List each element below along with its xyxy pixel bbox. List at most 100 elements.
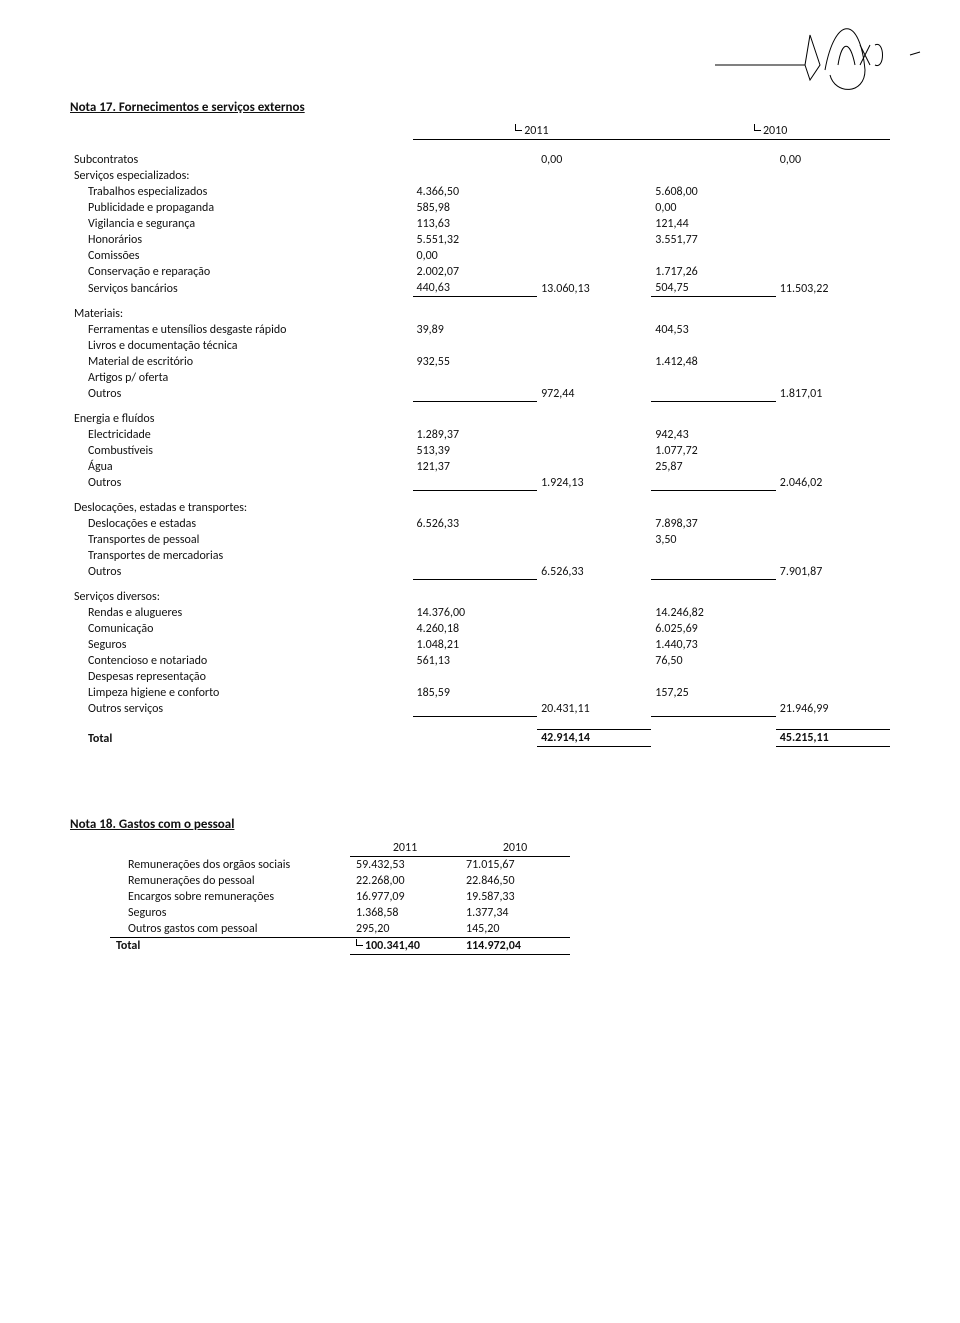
row-label: Honorários [70, 232, 413, 248]
table-row: Água121,3725,87 [70, 459, 890, 475]
table-row: Rendas e alugueres14.376,00 14.246,82 [70, 605, 890, 621]
cell-value: 59.432,53 [350, 857, 460, 874]
section-header-row: Energia e fluídos [70, 402, 890, 427]
section-header-row: Serviços especializados: [70, 168, 890, 184]
row-label: Comunicação [70, 621, 413, 637]
row-label: Combustíveis [70, 443, 413, 459]
row-label: Trabalhos especializados [70, 184, 413, 200]
cell-value: 6.025,69 [651, 621, 776, 637]
table-row: Combustíveis513,39 1.077,72 [70, 443, 890, 459]
cell-value: 0,00 [537, 152, 651, 168]
cell-value [651, 370, 776, 386]
row-label: Electricidade [70, 427, 413, 443]
table-row: Limpeza higiene e conforto185,59157,25 [70, 685, 890, 701]
subtotal-value: 1.924,13 [537, 475, 651, 491]
subtotal-value: 7.901,87 [776, 564, 890, 580]
cell-value: 113,63 [413, 216, 538, 232]
cell-value: 2.002,07 [413, 264, 538, 280]
table-row: Outros 1.924,13 2.046,02 [70, 475, 890, 491]
table-row: Subcontratos 0,00 0,00 [70, 152, 890, 168]
table-row: Outros gastos com pessoal295,20145,20 [110, 921, 570, 938]
table-row: Comissões0,00 [70, 248, 890, 264]
table-row: Outros 972,44 1.817,01 [70, 386, 890, 402]
subtotal-value: 21.946,99 [776, 701, 890, 717]
cell-value: 14.376,00 [413, 605, 538, 621]
subtotal-value: 6.526,33 [537, 564, 651, 580]
row-label: Outros serviços [70, 701, 413, 717]
cell-value: 1.289,37 [413, 427, 538, 443]
year-2011: 2011 [524, 124, 548, 138]
cell-value [413, 338, 538, 354]
total-row: Total 42.914,14 45.215,11 [70, 730, 890, 747]
cell-value [413, 701, 538, 717]
table-row: Artigos p/ oferta [70, 370, 890, 386]
table-row: Contencioso e notariado561,1376,50 [70, 653, 890, 669]
cell-value: 6.526,33 [413, 516, 538, 532]
total-value: 45.215,11 [776, 730, 890, 747]
table-row: Publicidade e propaganda585,980,00 [70, 200, 890, 216]
total-label: Total [70, 730, 413, 747]
cell-value: 19.587,33 [460, 889, 570, 905]
cell-value: 932,55 [413, 354, 538, 370]
row-label: Água [70, 459, 413, 475]
table-row: Electricidade1.289,37 942,43 [70, 427, 890, 443]
row-label: Outros gastos com pessoal [110, 921, 350, 938]
cell-value: 5.551,32 [413, 232, 538, 248]
cell-value: 513,39 [413, 443, 538, 459]
cell-value: 185,59 [413, 685, 538, 701]
cell-value [413, 548, 538, 564]
cell-value: 1.717,26 [651, 264, 776, 280]
cell-value [413, 386, 538, 402]
row-label: Contencioso e notariado [70, 653, 413, 669]
cell-value: 0,00 [413, 248, 538, 264]
subtotal-value: 972,44 [537, 386, 651, 402]
section-header-row: Materiais: [70, 297, 890, 322]
row-label: Rendas e alugueres [70, 605, 413, 621]
row-label: Conservação e reparação [70, 264, 413, 280]
table-row: Livros e documentação técnica [70, 338, 890, 354]
cell-value: 3.551,77 [651, 232, 776, 248]
year-2011: 2011 [350, 840, 460, 857]
nota17-title: Nota 17. Fornecimentos e serviços extern… [70, 100, 890, 115]
row-label: Ferramentas e utensílios desgaste rápido [70, 322, 413, 338]
row-label: Remunerações do pessoal [110, 873, 350, 889]
table-row: Comunicação4.260,186.025,69 [70, 621, 890, 637]
cell-value: 1.377,34 [460, 905, 570, 921]
cell-value [413, 564, 538, 580]
total-value: 114.972,04 [460, 938, 570, 955]
cell-value: 16.977,09 [350, 889, 460, 905]
cell-value: 145,20 [460, 921, 570, 938]
cell-value: 5.608,00 [651, 184, 776, 200]
cell-value: 1.412,48 [651, 354, 776, 370]
subtotal-value: 13.060,13 [537, 280, 651, 297]
total-value: 42.914,14 [537, 730, 651, 747]
cell-value: 7.898,37 [651, 516, 776, 532]
row-label: Artigos p/ oferta [70, 370, 413, 386]
section-label: Deslocações, estadas e transportes: [70, 491, 413, 516]
subtotal-value: 1.817,01 [776, 386, 890, 402]
row-label: Comissões [70, 248, 413, 264]
signature-scribble [710, 10, 930, 100]
cell-value: 504,75 [651, 280, 776, 297]
row-label: Encargos sobre remunerações [110, 889, 350, 905]
table-row: Encargos sobre remunerações16.977,0919.5… [110, 889, 570, 905]
cell-value [651, 248, 776, 264]
table-row: Conservação e reparação2.002,07 1.717,26 [70, 264, 890, 280]
cell-value: 25,87 [651, 459, 776, 475]
cell-value: 76,50 [651, 653, 776, 669]
cell-value: 14.246,82 [651, 605, 776, 621]
row-label: Remunerações dos orgãos sociais [110, 857, 350, 874]
cell-value: 1.077,72 [651, 443, 776, 459]
cell-value [413, 475, 538, 491]
cell-value: 942,43 [651, 427, 776, 443]
table-row: Outros 6.526,33 7.901,87 [70, 564, 890, 580]
nota18-table: 2011 2010 Remunerações dos orgãos sociai… [110, 840, 570, 955]
table-row: Trabalhos especializados4.366,505.608,00 [70, 184, 890, 200]
document-page: Nota 17. Fornecimentos e serviços extern… [0, 0, 960, 995]
row-label: Outros [70, 475, 413, 491]
table-row: Transportes de pessoal3,50 [70, 532, 890, 548]
cell-value: 0,00 [776, 152, 890, 168]
row-label: Deslocações e estadas [70, 516, 413, 532]
row-label: Publicidade e propaganda [70, 200, 413, 216]
total-value: 100.341,40 [365, 939, 420, 953]
